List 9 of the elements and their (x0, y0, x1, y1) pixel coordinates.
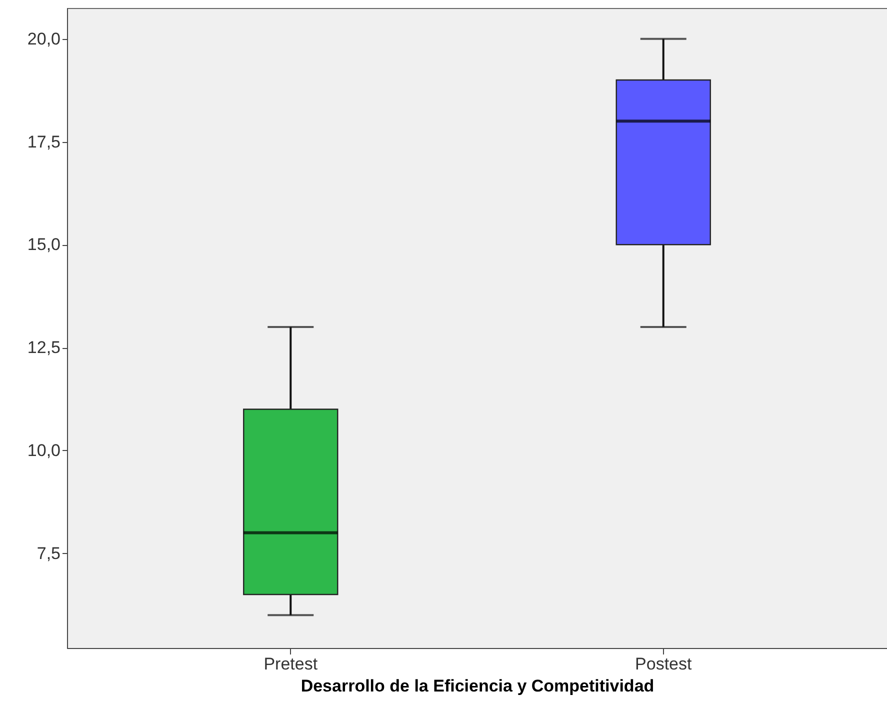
y-tick-label: 17,5 (27, 132, 60, 152)
x-tick-label: Postest (635, 654, 692, 674)
y-tick-label: 20,0 (27, 29, 60, 48)
x-tick-label: Pretest (264, 654, 318, 674)
y-tick-label: 10,0 (27, 440, 60, 460)
y-tick-label: 15,0 (27, 235, 60, 254)
y-tick-label: 7,5 (36, 544, 60, 563)
x-axis-title: Desarrollo de la Eficiencia y Competitividad (300, 676, 654, 696)
y-tick-label: 12,5 (27, 338, 60, 358)
